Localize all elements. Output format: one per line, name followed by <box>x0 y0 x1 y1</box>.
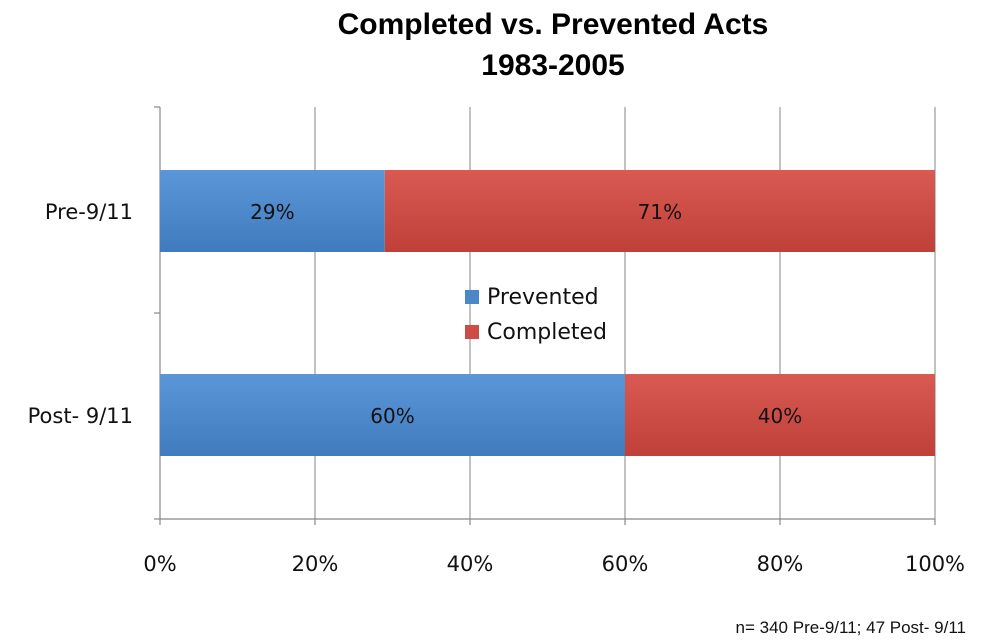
bar-completed-1 <box>625 374 935 456</box>
gridlines <box>314 107 936 519</box>
data-label-completed-1: 40% <box>758 404 802 428</box>
bars <box>160 170 935 456</box>
x-tick-label-0: 0% <box>143 552 176 576</box>
data-label-completed-0: 71% <box>638 200 682 224</box>
axes: 0% 20% 40% 60% 80% 100% Pre-9/11 Post- 9/11 <box>28 106 965 576</box>
category-label-1: Post- 9/11 <box>28 404 133 428</box>
legend-label-completed: Completed <box>487 320 607 345</box>
bar-completed-0 <box>384 170 935 252</box>
x-tick-label-20: 20% <box>292 552 339 576</box>
x-tick-label-100: 100% <box>905 552 965 576</box>
data-label-prevented-1: 60% <box>370 404 414 428</box>
data-labels: 29% 71% 60% 40% <box>250 200 802 428</box>
bar-prevented-1 <box>160 374 625 456</box>
data-label-prevented-0: 29% <box>250 200 294 224</box>
sample-size-note: n= 340 Pre-9/11; 47 Post- 9/11 <box>736 618 966 637</box>
chart-title: Completed vs. Prevented Acts <box>338 8 769 41</box>
legend-label-prevented: Prevented <box>487 285 599 310</box>
legend-swatch-completed <box>465 325 479 339</box>
legend: Prevented Completed <box>465 285 607 345</box>
legend-swatch-prevented <box>465 290 479 304</box>
bar-prevented-0 <box>160 170 385 252</box>
category-label-0: Pre-9/11 <box>45 200 133 224</box>
chart-subtitle: 1983-2005 <box>481 49 624 82</box>
x-tick-label-60: 60% <box>602 552 649 576</box>
x-tick-label-80: 80% <box>757 552 804 576</box>
x-tick-label-40: 40% <box>447 552 494 576</box>
